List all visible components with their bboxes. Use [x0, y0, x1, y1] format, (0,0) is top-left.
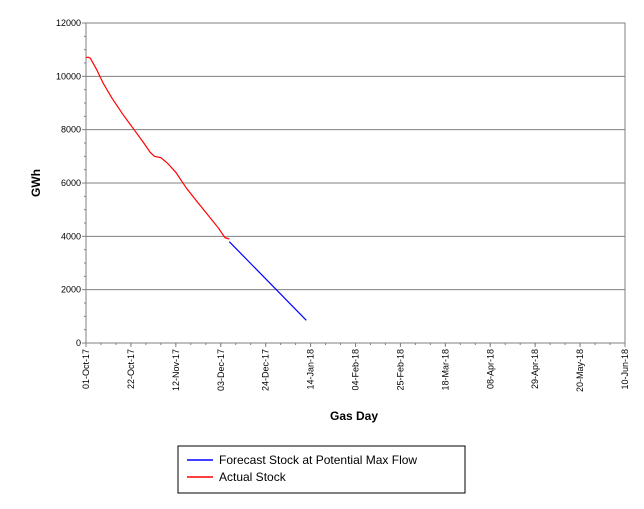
x-tick-label: 22-Oct-17	[126, 349, 136, 389]
gridlines	[86, 22, 625, 291]
x-tick-label: 24-Dec-17	[261, 349, 271, 391]
series-line-0	[228, 241, 307, 321]
x-tick-label: 08-Apr-18	[485, 349, 495, 389]
x-tick-label: 10-Jun-18	[620, 349, 630, 390]
series-layer	[85, 56, 307, 321]
legend-label-forecast: Forecast Stock at Potential Max Flow	[219, 453, 417, 467]
x-tick-label: 12-Nov-17	[171, 349, 181, 391]
x-tick-label: 18-Mar-18	[440, 349, 450, 391]
legend-box	[177, 445, 466, 494]
y-tick-label: 2000	[61, 285, 81, 295]
y-tick-label: 6000	[61, 178, 81, 188]
y-tick-label: 4000	[61, 231, 81, 241]
x-tick-label: 14-Jan-18	[306, 349, 316, 390]
y-tick-label: 8000	[61, 125, 81, 135]
series-line-1	[85, 56, 230, 240]
x-tick-label: 04-Feb-18	[351, 349, 361, 391]
legend: Forecast Stock at Potential Max Flow Act…	[177, 445, 466, 494]
x-tick-label: 01-Oct-17	[81, 349, 91, 389]
x-tick-label: 29-Apr-18	[530, 349, 540, 389]
x-tick-label: 25-Feb-18	[395, 349, 405, 391]
y-axis-title: GWh	[29, 169, 43, 197]
x-tick-label: 20-May-18	[575, 349, 585, 392]
y-tick-label: 0	[76, 338, 81, 348]
legend-label-actual: Actual Stock	[219, 470, 287, 484]
y-tick-label: 12000	[56, 18, 81, 28]
x-axis-title: Gas Day	[330, 409, 378, 423]
y-axis-ticks: 0 2000 4000 6000 8000 10000 12000	[56, 18, 86, 348]
x-axis-ticks: 01-Oct-17 22-Oct-17 12-Nov-17 03-Dec-17 24-D…	[81, 343, 630, 392]
x-tick-label: 03-Dec-17	[216, 349, 226, 391]
y-tick-label: 10000	[56, 71, 81, 81]
